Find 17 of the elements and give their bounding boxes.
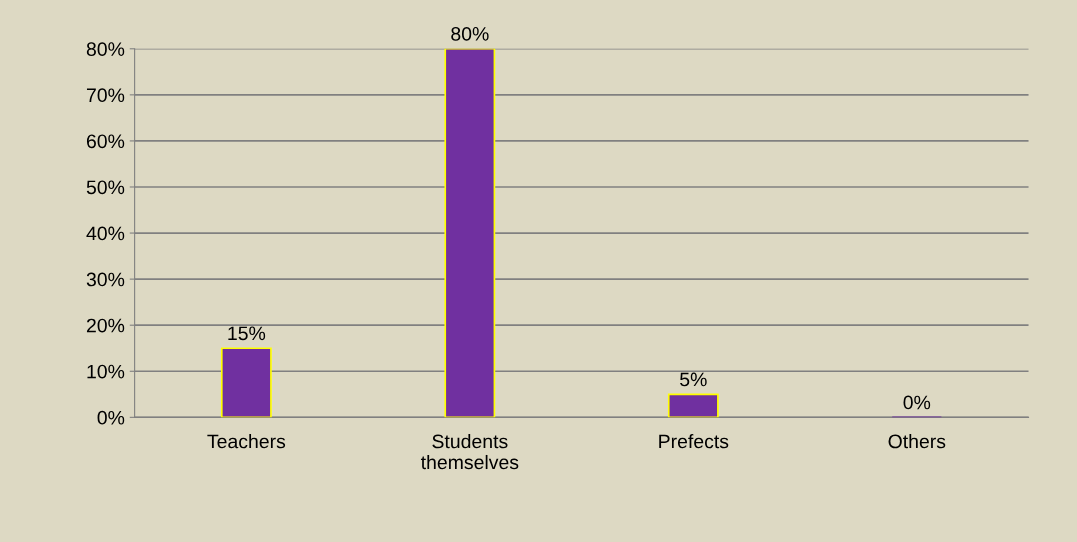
x-tick-label: Teachers <box>207 434 286 449</box>
data-label: 5% <box>680 372 707 387</box>
data-label: 80% <box>451 27 489 41</box>
y-tick-label: 60% <box>86 134 125 149</box>
x-tick-label: Students themselves <box>420 434 519 470</box>
y-tick-label: 80% <box>86 42 125 57</box>
y-tick-label: 30% <box>86 272 125 287</box>
y-tick-label: 50% <box>86 180 125 195</box>
x-tick-label: Prefects <box>659 434 729 449</box>
x-tick-label: Others <box>888 434 946 449</box>
data-label: 15% <box>228 326 266 341</box>
data-label: 0% <box>903 395 931 410</box>
y-tick-label: 0% <box>97 410 125 425</box>
y-tick-label: 10% <box>87 364 125 379</box>
y-tick-label: 20% <box>86 318 125 333</box>
y-tick-label: 70% <box>86 88 125 103</box>
y-tick-label: 40% <box>86 226 125 241</box>
